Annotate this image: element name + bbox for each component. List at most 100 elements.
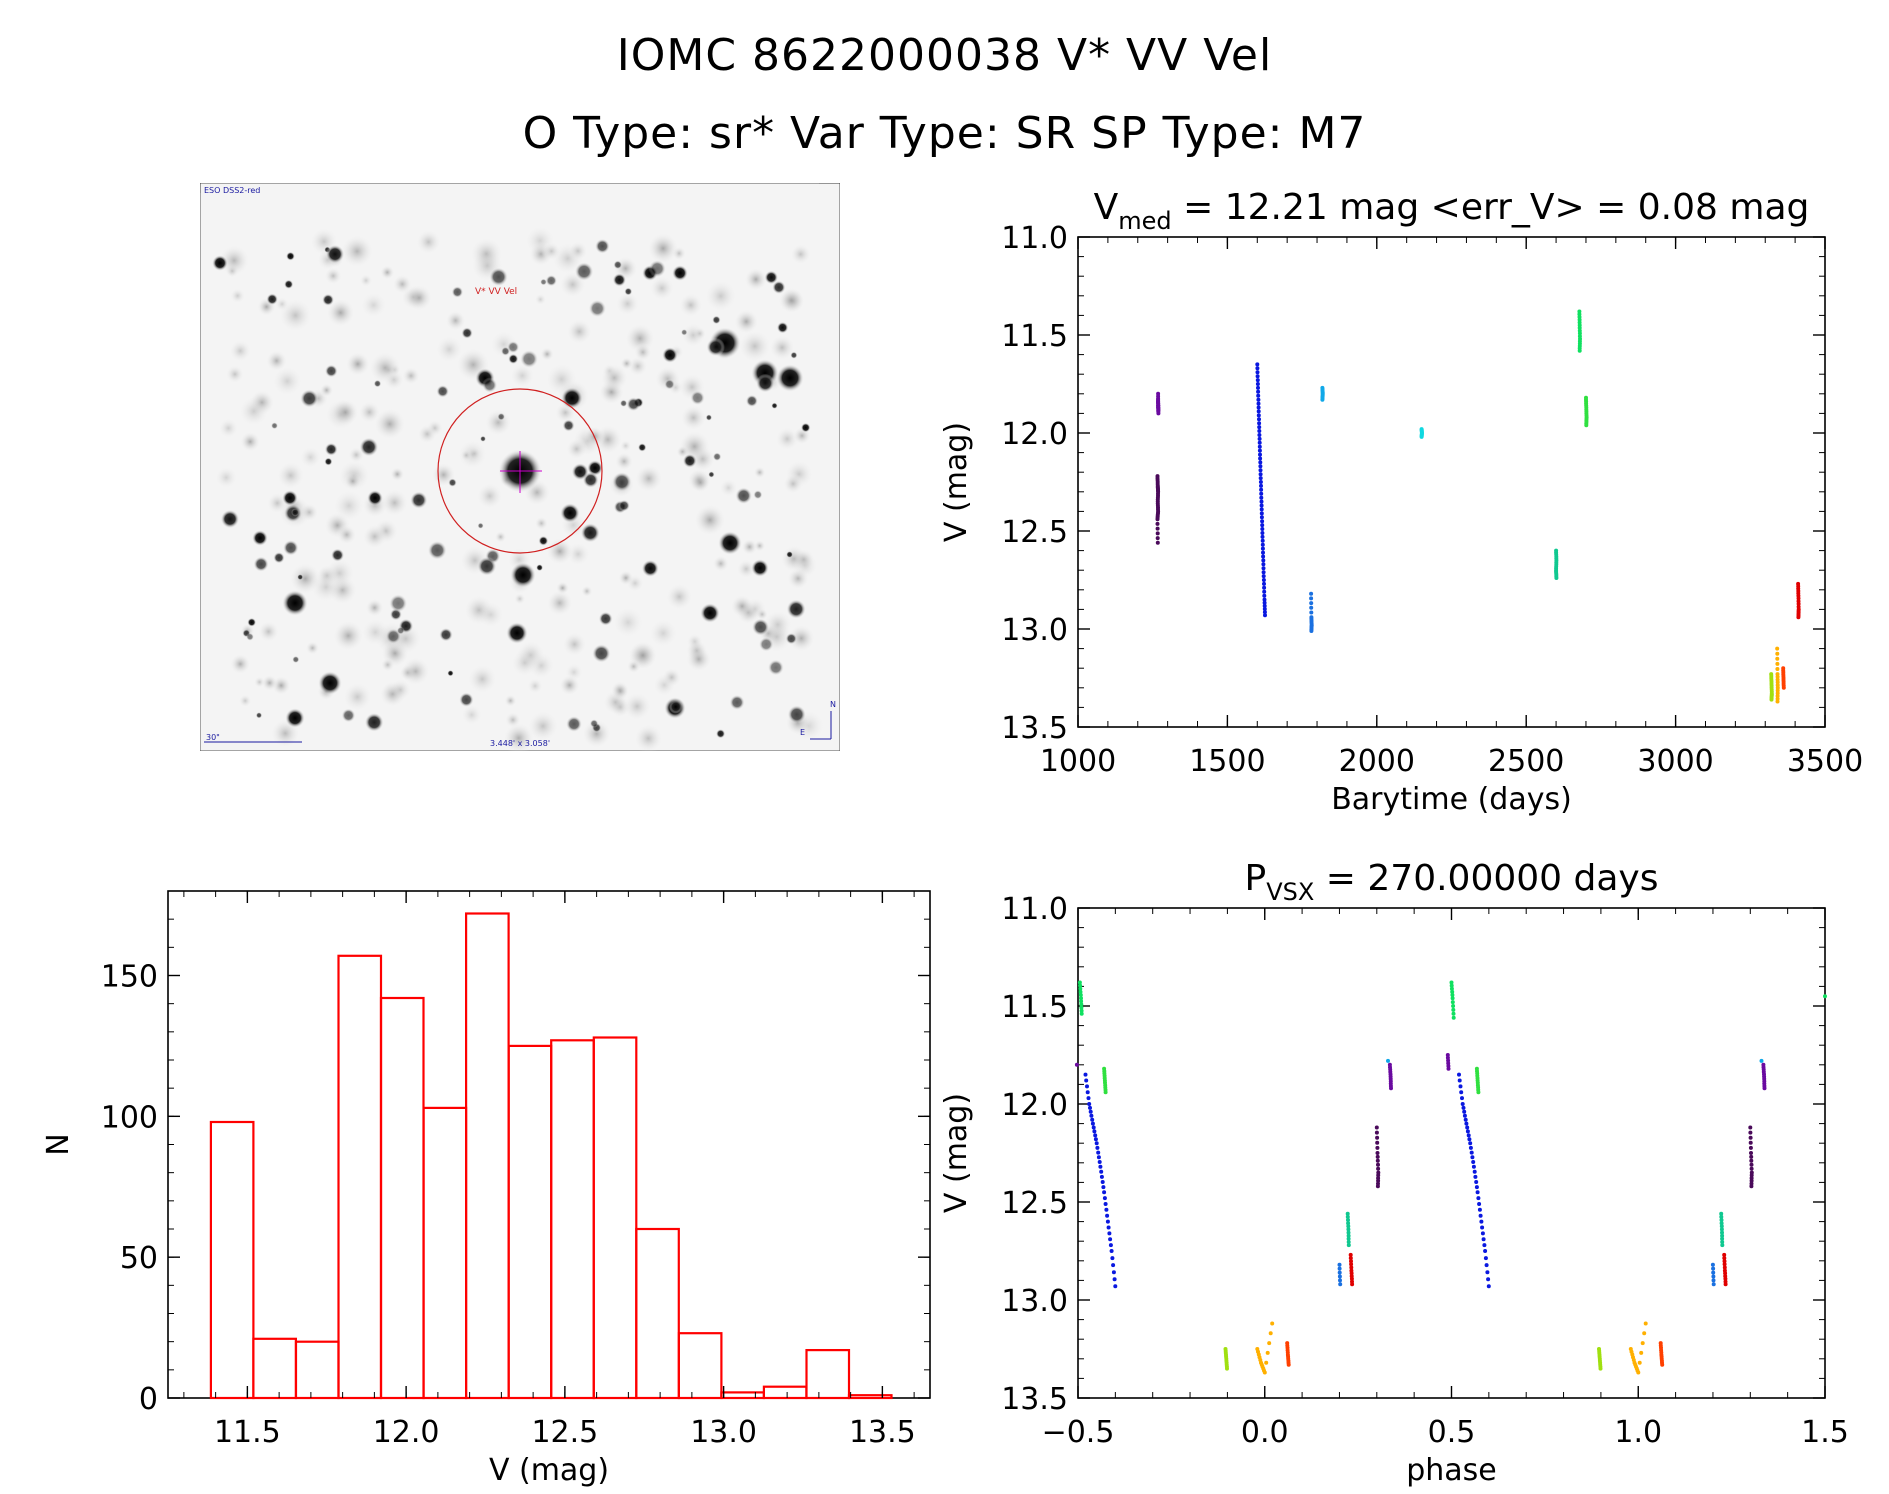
sky-haze (614, 451, 634, 472)
data-point (1262, 585, 1267, 590)
sky-haze (678, 292, 704, 318)
data-point (1483, 1249, 1488, 1253)
data-point (1710, 1262, 1715, 1267)
sky-haze (740, 538, 759, 556)
sky-haze (415, 228, 442, 256)
data-point (1349, 1262, 1354, 1267)
star (735, 487, 753, 505)
sky-haze (581, 718, 613, 750)
data-point (1474, 1185, 1479, 1190)
data-point (1464, 1121, 1469, 1126)
star (718, 531, 742, 555)
star (560, 503, 580, 523)
data-point (1642, 1331, 1647, 1336)
data-point (1598, 1366, 1603, 1371)
data-point (1257, 421, 1262, 426)
data-point (1462, 1109, 1467, 1114)
data-point (1079, 1005, 1084, 1010)
histogram-bar (379, 996, 425, 1400)
data-point (1374, 1130, 1379, 1135)
finder-chart-image: ESO DSS2-red V* VV Vel 30" 3.448' x 3.05… (200, 183, 840, 751)
sky-haze (567, 240, 589, 262)
data-point (1577, 331, 1582, 336)
star (300, 389, 319, 408)
x-tick-label: 0.0 (1241, 1415, 1289, 1450)
data-point (1468, 1141, 1473, 1146)
data-point (1111, 1270, 1116, 1275)
data-point (1474, 1180, 1479, 1184)
data-point (1711, 1274, 1716, 1279)
data-point (1823, 994, 1827, 999)
star (545, 274, 558, 287)
data-point (1476, 1090, 1481, 1095)
data-point (1258, 480, 1263, 484)
data-point (1257, 425, 1262, 430)
data-point (1156, 407, 1161, 412)
sky-haze (792, 548, 816, 572)
star (359, 437, 379, 457)
data-point (1720, 1230, 1724, 1235)
star (700, 603, 720, 623)
star (755, 373, 775, 393)
data-point (1461, 1105, 1466, 1110)
y-tick-label: 12.5 (1001, 515, 1068, 550)
data-point (1262, 603, 1267, 608)
data-point (1257, 448, 1262, 453)
data-point (1260, 519, 1265, 524)
star (613, 260, 623, 270)
data-point (1577, 348, 1582, 353)
data-point (1258, 468, 1263, 473)
star (341, 708, 356, 723)
sky-haze (712, 554, 730, 573)
x-tick-label: 1.5 (1801, 1415, 1849, 1450)
data-point (1346, 1221, 1351, 1226)
sky-haze (534, 293, 547, 306)
data-point (1775, 661, 1780, 666)
data-point (1465, 1125, 1470, 1130)
x-axis-label: V (mag) (489, 1453, 609, 1488)
histogram-bar (805, 1348, 851, 1400)
data-point (1386, 1058, 1390, 1063)
data-point (1261, 570, 1266, 575)
data-point (1577, 312, 1582, 317)
data-point (1262, 589, 1267, 594)
data-point (1375, 1135, 1380, 1140)
data-point (1111, 1263, 1116, 1268)
star (574, 262, 594, 281)
data-point (1484, 1263, 1489, 1268)
data-point (1258, 456, 1263, 461)
y-tick-label: 12.0 (1001, 417, 1068, 452)
sky-haze (510, 648, 540, 678)
histogram-bar (635, 1227, 680, 1400)
data-point (1469, 1150, 1474, 1155)
star (506, 622, 528, 644)
data-point (1375, 1154, 1380, 1159)
data-point (1079, 1002, 1084, 1007)
data-point (1711, 1266, 1716, 1271)
data-point (1085, 1084, 1089, 1089)
plot-frame (167, 890, 931, 1399)
star (753, 490, 763, 500)
star (786, 551, 794, 558)
size-label: 3.448' x 3.058' (490, 739, 550, 748)
data-point (1106, 1225, 1111, 1230)
data-point (1259, 495, 1264, 500)
data-point (1110, 1256, 1115, 1261)
data-point (1479, 1219, 1484, 1224)
data-point (1108, 1243, 1113, 1248)
star (562, 419, 575, 432)
histogram-bar (507, 1044, 553, 1400)
histogram-bar (465, 912, 510, 1400)
data-point (1259, 511, 1264, 516)
star (477, 522, 484, 529)
data-point (1078, 993, 1083, 997)
data-point (1775, 646, 1780, 651)
data-point (1346, 1218, 1350, 1222)
sky-haze (392, 273, 413, 295)
star (292, 655, 300, 664)
star (324, 457, 333, 466)
data-point (1775, 680, 1780, 685)
data-point (1262, 610, 1267, 615)
data-point (1255, 374, 1260, 379)
